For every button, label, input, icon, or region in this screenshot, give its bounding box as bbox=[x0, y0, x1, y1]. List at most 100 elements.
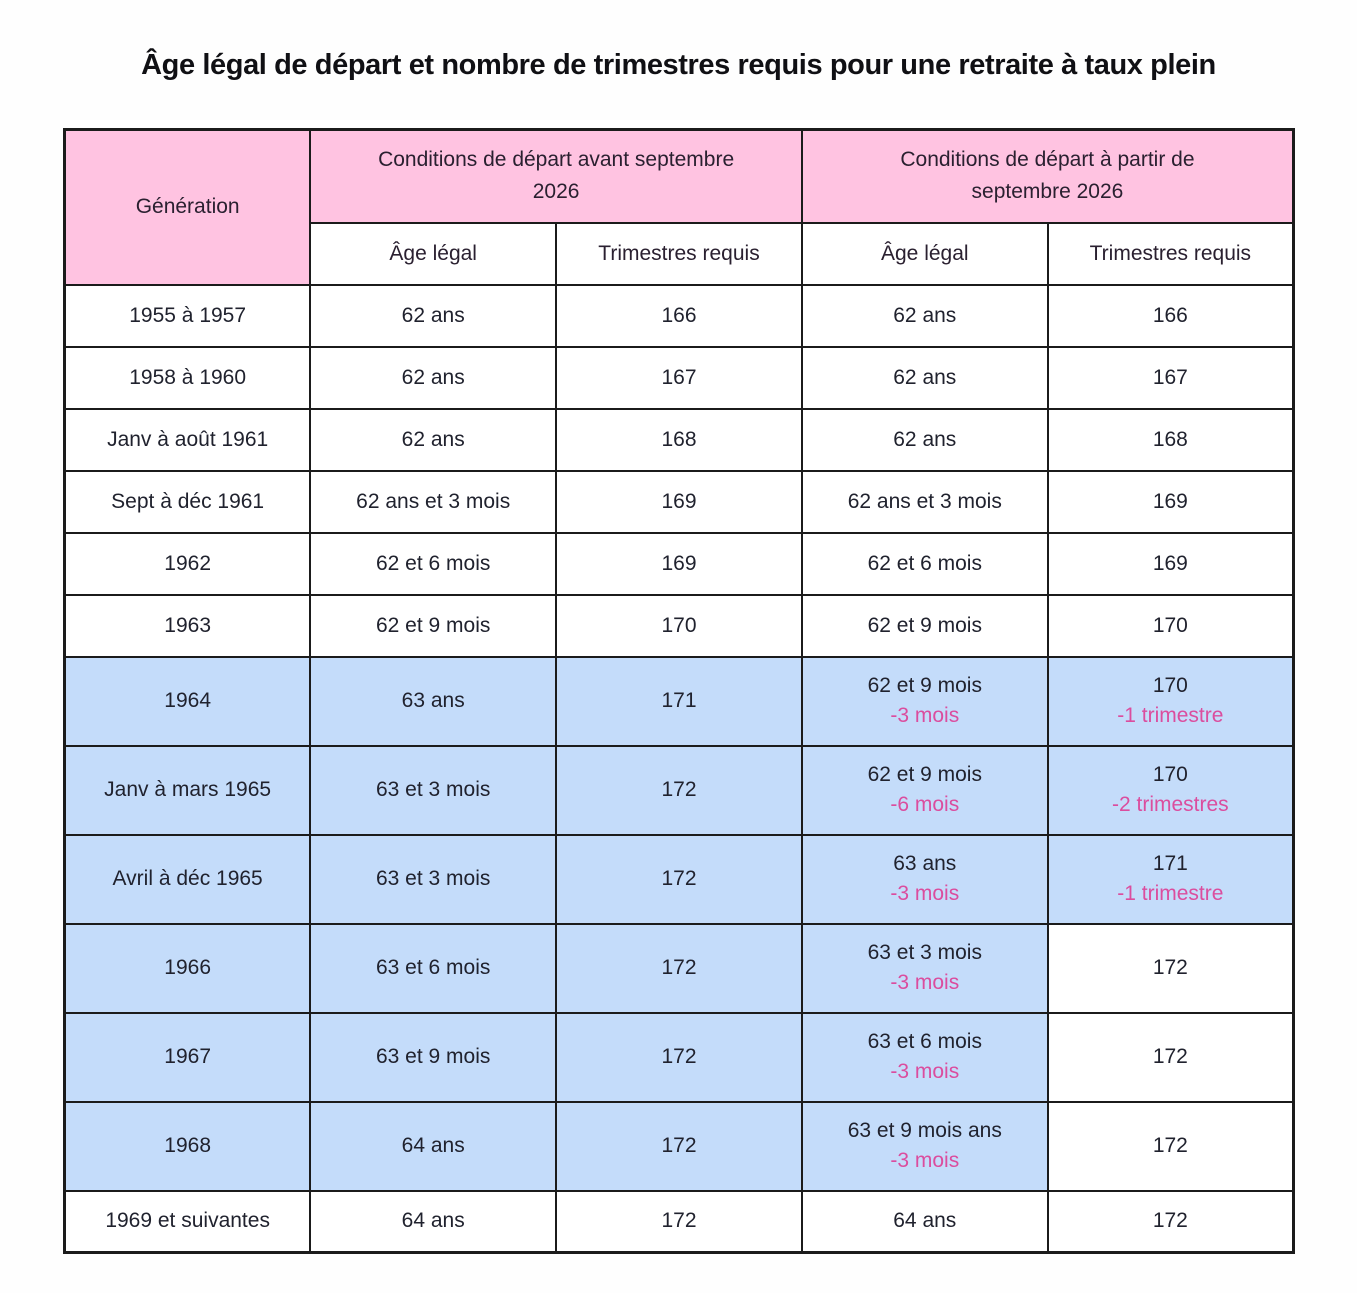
after-age-value: 63 et 6 mois bbox=[867, 1029, 982, 1053]
after-age-cell: 64 ans bbox=[800, 1189, 1049, 1254]
generation-cell: 1968 bbox=[63, 1100, 312, 1192]
generation-cell: 1969 et suivantes bbox=[63, 1189, 312, 1254]
before-trimestres-cell: 170 bbox=[555, 593, 803, 658]
sub-header-row: Âge légal Trimestres requis Âge légal Tr… bbox=[65, 221, 1295, 286]
before-age-cell: 63 ans bbox=[309, 655, 558, 747]
before-trimestres-cell: 169 bbox=[555, 531, 803, 596]
after-age-cell: 62 ans et 3 mois bbox=[800, 469, 1049, 534]
after-age-delta: -6 mois bbox=[890, 793, 960, 816]
table-row-highlighted: 1966 63 et 6 mois 172 63 et 3 mois -3 mo… bbox=[63, 922, 1295, 1014]
generation-cell: Janv à août 1961 bbox=[63, 407, 312, 472]
group-header-before-sept-2026: Conditions de départ avant septembre 202… bbox=[309, 128, 803, 224]
before-age-cell: 62 et 6 mois bbox=[309, 531, 558, 596]
before-trimestres-cell: 172 bbox=[555, 922, 803, 1014]
after-age-cell: 62 ans bbox=[800, 283, 1049, 348]
before-age-cell: 63 et 3 mois bbox=[309, 744, 558, 836]
after-trimestres-cell: 170 bbox=[1046, 593, 1295, 658]
before-trimestres-cell: 172 bbox=[555, 1011, 803, 1103]
after-age-value: 63 et 9 mois ans bbox=[847, 1118, 1002, 1142]
after-age-cell: 62 et 9 mois -6 mois bbox=[800, 744, 1049, 836]
before-trimestres-cell: 172 bbox=[555, 1189, 803, 1254]
after-trimestres-value: 170 bbox=[1152, 673, 1188, 697]
after-trimestres-cell: 169 bbox=[1046, 469, 1295, 534]
before-trimestres-cell: 172 bbox=[555, 744, 803, 836]
before-age-cell: 63 et 6 mois bbox=[309, 922, 558, 1014]
before-age-cell: 62 ans bbox=[309, 345, 558, 410]
before-age-cell: 63 et 3 mois bbox=[309, 833, 558, 925]
after-age-delta: -3 mois bbox=[890, 704, 960, 727]
generation-cell: 1958 à 1960 bbox=[63, 345, 312, 410]
before-trimestres-cell: 169 bbox=[555, 469, 803, 534]
after-age-cell: 62 ans bbox=[800, 345, 1049, 410]
after-trimestres-cell: 166 bbox=[1046, 283, 1295, 348]
col-header-age-legal-after: Âge légal bbox=[800, 221, 1049, 286]
after-trimestres-cell: 172 bbox=[1046, 1100, 1295, 1192]
after-age-cell: 63 ans -3 mois bbox=[800, 833, 1049, 925]
after-trimestres-cell: 172 bbox=[1046, 1011, 1295, 1103]
generation-column-header: Génération bbox=[63, 128, 312, 286]
table-row: 1962 62 et 6 mois 169 62 et 6 mois 169 bbox=[63, 531, 1295, 596]
after-age-delta: -3 mois bbox=[890, 882, 960, 905]
before-trimestres-cell: 168 bbox=[555, 407, 803, 472]
before-age-cell: 62 ans bbox=[309, 283, 558, 348]
after-trimestres-value: 172 bbox=[1152, 955, 1188, 979]
table-row-highlighted: 1964 63 ans 171 62 et 9 mois -3 mois 170… bbox=[63, 655, 1295, 747]
after-age-cell: 63 et 3 mois -3 mois bbox=[800, 922, 1049, 1014]
after-trimestres-value: 170 bbox=[1152, 762, 1188, 786]
after-age-value: 62 et 9 mois bbox=[867, 762, 982, 786]
table-row: 1955 à 1957 62 ans 166 62 ans 166 bbox=[63, 283, 1295, 348]
after-age-delta: -3 mois bbox=[890, 971, 960, 994]
before-age-cell: 63 et 9 mois bbox=[309, 1011, 558, 1103]
table-row: 1963 62 et 9 mois 170 62 et 9 mois 170 bbox=[63, 593, 1295, 658]
after-age-delta: -3 mois bbox=[890, 1060, 960, 1083]
after-age-delta: -3 mois bbox=[890, 1149, 960, 1172]
after-trimestres-delta: -2 trimestres bbox=[1112, 793, 1229, 816]
after-age-value: 62 et 9 mois bbox=[867, 673, 982, 697]
before-trimestres-cell: 172 bbox=[555, 1100, 803, 1192]
generation-cell: 1963 bbox=[63, 593, 312, 658]
generation-cell: 1962 bbox=[63, 531, 312, 596]
before-trimestres-cell: 171 bbox=[555, 655, 803, 747]
after-trimestres-value: 171 bbox=[1152, 851, 1188, 875]
table-row: 1958 à 1960 62 ans 167 62 ans 167 bbox=[63, 345, 1295, 410]
after-trimestres-cell: 171 -1 trimestre bbox=[1046, 833, 1295, 925]
table-row-highlighted: 1967 63 et 9 mois 172 63 et 6 mois -3 mo… bbox=[63, 1011, 1295, 1103]
before-trimestres-cell: 172 bbox=[555, 833, 803, 925]
generation-cell: Janv à mars 1965 bbox=[63, 744, 312, 836]
table-row: Sept à déc 1961 62 ans et 3 mois 169 62 … bbox=[63, 469, 1295, 534]
before-trimestres-cell: 166 bbox=[555, 283, 803, 348]
after-age-cell: 63 et 9 mois ans -3 mois bbox=[800, 1100, 1049, 1192]
col-header-trimestres-after: Trimestres requis bbox=[1046, 221, 1295, 286]
generation-cell: 1964 bbox=[63, 655, 312, 747]
group-header-row: Génération Conditions de départ avant se… bbox=[63, 128, 1295, 286]
table-row: Janv à août 1961 62 ans 168 62 ans 168 bbox=[63, 407, 1295, 472]
after-trimestres-delta: -1 trimestre bbox=[1117, 704, 1224, 727]
generation-cell: 1967 bbox=[63, 1011, 312, 1103]
generation-cell: 1955 à 1957 bbox=[63, 283, 312, 348]
table-row-highlighted: 1968 64 ans 172 63 et 9 mois ans -3 mois… bbox=[63, 1100, 1295, 1192]
after-trimestres-cell: 170 -1 trimestre bbox=[1046, 655, 1295, 747]
after-trimestres-delta: -1 trimestre bbox=[1117, 882, 1224, 905]
after-age-value: 63 ans bbox=[893, 851, 957, 875]
table-row-highlighted: Avril à déc 1965 63 et 3 mois 172 63 ans… bbox=[63, 833, 1295, 925]
generation-cell: Avril à déc 1965 bbox=[63, 833, 312, 925]
after-age-cell: 62 et 6 mois bbox=[800, 531, 1049, 596]
before-trimestres-cell: 167 bbox=[555, 345, 803, 410]
table-row-highlighted: Janv à mars 1965 63 et 3 mois 172 62 et … bbox=[63, 744, 1295, 836]
col-header-age-legal-before: Âge légal bbox=[309, 221, 558, 286]
retirement-conditions-table: Génération Conditions de départ avant se… bbox=[63, 128, 1295, 1254]
table-row: 1969 et suivantes 64 ans 172 64 ans 172 bbox=[63, 1189, 1295, 1254]
before-age-cell: 62 et 9 mois bbox=[309, 593, 558, 658]
after-trimestres-cell: 172 bbox=[1046, 1189, 1295, 1254]
after-trimestres-value: 172 bbox=[1152, 1044, 1188, 1068]
after-age-value: 63 et 3 mois bbox=[867, 940, 982, 964]
after-trimestres-cell: 168 bbox=[1046, 407, 1295, 472]
group-header-from-sept-2026: Conditions de départ à partir de septemb… bbox=[800, 128, 1295, 224]
after-age-cell: 62 et 9 mois -3 mois bbox=[800, 655, 1049, 747]
after-trimestres-value: 172 bbox=[1152, 1133, 1188, 1157]
after-trimestres-cell: 172 bbox=[1046, 922, 1295, 1014]
after-age-cell: 62 et 9 mois bbox=[800, 593, 1049, 658]
generation-cell: Sept à déc 1961 bbox=[63, 469, 312, 534]
after-age-cell: 62 ans bbox=[800, 407, 1049, 472]
before-age-cell: 64 ans bbox=[309, 1189, 558, 1254]
